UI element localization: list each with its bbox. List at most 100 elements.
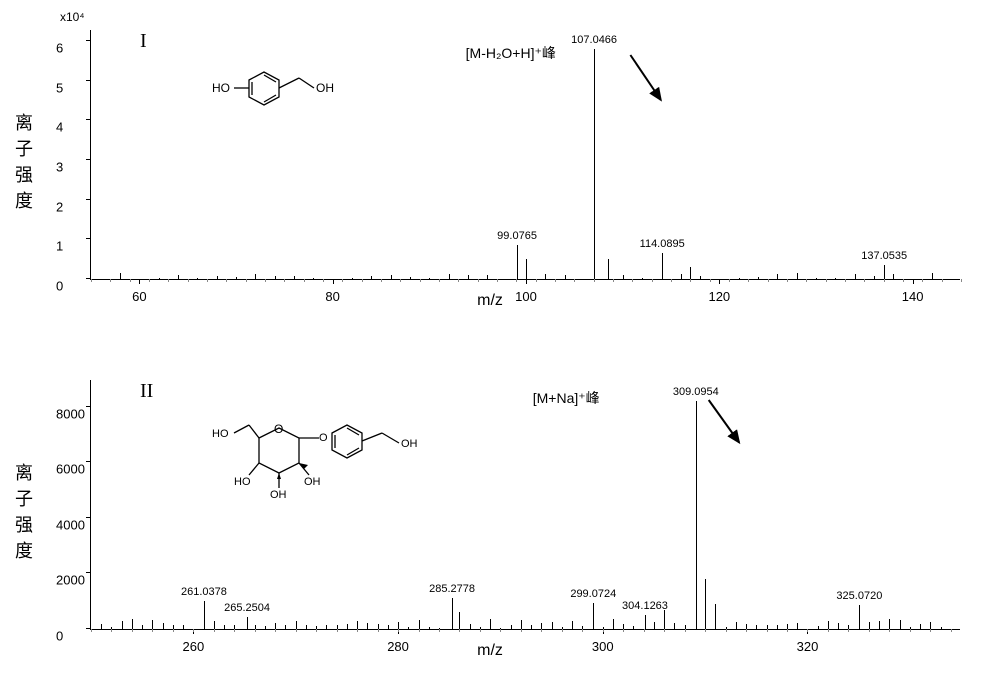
- noise-peak: [889, 619, 890, 629]
- noise-peak: [838, 623, 839, 629]
- panel-label: II: [140, 380, 153, 403]
- noise-peak: [700, 276, 701, 279]
- y-tick: 2000: [56, 573, 85, 588]
- svg-text:OH: OH: [304, 476, 321, 488]
- x-tick: 320: [797, 639, 819, 654]
- plot-area: 02000400060008000260280300320261.0378265…: [90, 380, 960, 630]
- y-axis-label: 离子强度: [10, 463, 36, 567]
- noise-peak: [511, 625, 512, 629]
- noise-peak: [352, 278, 353, 279]
- noise-peak: [797, 273, 798, 279]
- noise-peak: [487, 275, 488, 279]
- noise-peak: [439, 628, 440, 629]
- noise-peak: [398, 622, 399, 629]
- noise-peak: [552, 622, 553, 629]
- peak: [705, 579, 706, 629]
- noise-peak: [224, 625, 225, 629]
- noise-peak: [777, 274, 778, 279]
- svg-text:O: O: [319, 432, 328, 444]
- noise-peak: [642, 278, 643, 279]
- svg-text:HO: HO: [212, 428, 229, 440]
- noise-peak: [163, 623, 164, 629]
- y-tick: 6000: [56, 462, 85, 477]
- noise-peak: [746, 624, 747, 629]
- noise-peak: [285, 625, 286, 629]
- noise-peak: [531, 625, 532, 629]
- peak-label: 265.2504: [224, 602, 270, 614]
- noise-peak: [449, 274, 450, 279]
- noise-peak: [371, 276, 372, 279]
- peak: [662, 253, 663, 279]
- noise-peak: [265, 626, 266, 629]
- noise-peak: [159, 278, 160, 279]
- noise-peak: [132, 619, 133, 629]
- noise-peak: [920, 624, 921, 629]
- noise-peak: [848, 625, 849, 629]
- noise-peak: [275, 276, 276, 279]
- noise-peak: [408, 627, 409, 629]
- noise-peak: [316, 626, 317, 629]
- noise-peak: [490, 619, 491, 629]
- peak: [204, 601, 205, 629]
- x-tick: 80: [325, 289, 339, 304]
- noise-peak: [234, 625, 235, 629]
- noise-peak: [565, 275, 566, 279]
- peak-label: 325.0720: [836, 590, 882, 602]
- noise-peak: [828, 621, 829, 629]
- y-tick: 0: [56, 279, 63, 294]
- noise-peak: [613, 619, 614, 629]
- peak-label: 309.0954: [673, 386, 719, 398]
- noise-peak: [429, 278, 430, 279]
- noise-peak: [685, 625, 686, 629]
- peak: [859, 605, 860, 629]
- noise-peak: [893, 274, 894, 279]
- noise-peak: [545, 274, 546, 279]
- y-exponent: x10⁴: [60, 10, 85, 24]
- noise-peak: [419, 620, 420, 629]
- noise-peak: [391, 275, 392, 279]
- peak: [645, 615, 646, 629]
- noise-peak: [306, 625, 307, 629]
- noise-peak: [739, 278, 740, 279]
- peak: [452, 598, 453, 629]
- noise-peak: [388, 625, 389, 629]
- noise-peak: [429, 627, 430, 629]
- noise-peak: [468, 275, 469, 279]
- noise-peak: [410, 277, 411, 279]
- peak-label: 137.0535: [861, 250, 907, 262]
- peak: [517, 245, 518, 279]
- noise-peak: [869, 622, 870, 629]
- noise-peak: [767, 625, 768, 629]
- noise-peak: [736, 622, 737, 629]
- noise-peak: [367, 623, 368, 629]
- noise-peak: [874, 276, 875, 279]
- peak-label: 99.0765: [497, 230, 537, 242]
- noise-peak: [142, 625, 143, 629]
- noise-peak: [562, 627, 563, 629]
- noise-peak: [932, 273, 933, 279]
- x-tick: 60: [132, 289, 146, 304]
- peak: [608, 259, 609, 279]
- y-tick: 8000: [56, 406, 85, 421]
- noise-peak: [603, 627, 604, 629]
- noise-peak: [480, 627, 481, 629]
- noise-peak: [582, 626, 583, 629]
- y-axis-label: 离子强度: [10, 113, 36, 217]
- peak: [594, 49, 595, 279]
- peak-label: 299.0724: [570, 588, 616, 600]
- peak: [884, 265, 885, 279]
- noise-peak: [855, 274, 856, 279]
- noise-peak: [818, 626, 819, 629]
- peak-label: 304.1263: [622, 600, 668, 612]
- noise-peak: [654, 622, 655, 629]
- noise-peak: [197, 278, 198, 279]
- peak: [664, 610, 665, 629]
- chart-panel-1: 离子强度 02000400060008000260280300320261.037…: [10, 360, 970, 670]
- noise-peak: [183, 625, 184, 629]
- molecule-structure: HO OH: [204, 55, 364, 130]
- noise-peak: [236, 277, 237, 279]
- noise-peak: [470, 624, 471, 629]
- noise-peak: [217, 276, 218, 279]
- noise-peak: [296, 621, 297, 629]
- noise-peak: [313, 278, 314, 279]
